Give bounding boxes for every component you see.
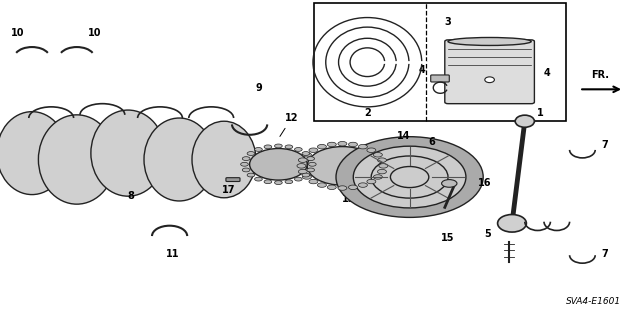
Circle shape xyxy=(243,168,250,172)
Circle shape xyxy=(255,147,262,151)
Circle shape xyxy=(243,157,250,160)
Ellipse shape xyxy=(336,137,483,218)
Text: 16: 16 xyxy=(477,178,492,189)
Text: 10: 10 xyxy=(88,28,102,39)
Text: 4: 4 xyxy=(544,68,550,78)
Circle shape xyxy=(285,180,292,184)
Ellipse shape xyxy=(250,149,307,180)
Circle shape xyxy=(317,183,326,187)
Circle shape xyxy=(309,148,318,152)
Text: 9: 9 xyxy=(256,83,262,93)
Circle shape xyxy=(373,175,382,179)
Text: 11: 11 xyxy=(166,249,180,259)
Circle shape xyxy=(307,157,314,160)
Circle shape xyxy=(298,169,307,174)
Circle shape xyxy=(358,183,367,187)
Circle shape xyxy=(373,152,382,157)
Circle shape xyxy=(264,145,272,149)
Circle shape xyxy=(255,177,262,181)
Circle shape xyxy=(241,162,248,166)
Text: 12: 12 xyxy=(280,113,298,137)
Ellipse shape xyxy=(144,118,214,201)
Circle shape xyxy=(294,177,302,181)
Circle shape xyxy=(349,185,358,189)
Text: 13: 13 xyxy=(342,194,356,204)
Ellipse shape xyxy=(38,115,115,204)
Circle shape xyxy=(349,142,358,147)
Circle shape xyxy=(275,181,282,184)
Text: 5: 5 xyxy=(484,229,491,240)
Circle shape xyxy=(308,162,316,166)
Circle shape xyxy=(358,145,367,149)
Circle shape xyxy=(275,144,282,148)
Ellipse shape xyxy=(371,156,448,198)
Circle shape xyxy=(317,145,326,149)
Ellipse shape xyxy=(192,121,256,198)
Text: 7: 7 xyxy=(602,249,608,259)
Text: 14: 14 xyxy=(396,130,410,141)
Text: 7: 7 xyxy=(602,140,608,150)
Circle shape xyxy=(338,186,347,190)
Circle shape xyxy=(327,185,336,189)
Ellipse shape xyxy=(390,167,429,188)
Text: 1: 1 xyxy=(538,108,544,118)
Ellipse shape xyxy=(307,147,378,185)
Circle shape xyxy=(378,169,387,174)
Text: 8: 8 xyxy=(128,191,134,201)
Circle shape xyxy=(297,164,306,168)
Text: 4: 4 xyxy=(419,65,426,75)
Circle shape xyxy=(298,158,307,162)
Text: 6: 6 xyxy=(429,137,435,147)
Circle shape xyxy=(302,173,310,177)
Circle shape xyxy=(294,147,302,151)
Ellipse shape xyxy=(0,112,67,195)
Ellipse shape xyxy=(353,146,466,208)
Circle shape xyxy=(442,180,457,187)
FancyBboxPatch shape xyxy=(431,75,449,82)
Text: FR.: FR. xyxy=(591,70,609,80)
Text: SVA4-E1601: SVA4-E1601 xyxy=(566,297,621,306)
Circle shape xyxy=(367,148,376,152)
Circle shape xyxy=(247,152,255,155)
Circle shape xyxy=(247,173,255,177)
FancyBboxPatch shape xyxy=(226,178,240,182)
Circle shape xyxy=(264,180,272,184)
Circle shape xyxy=(303,152,312,157)
Ellipse shape xyxy=(448,38,531,46)
Circle shape xyxy=(378,158,387,162)
Circle shape xyxy=(309,179,318,184)
Circle shape xyxy=(327,142,336,147)
Ellipse shape xyxy=(498,215,526,232)
Text: 3: 3 xyxy=(445,17,451,27)
Text: 2: 2 xyxy=(364,108,371,118)
Circle shape xyxy=(307,168,314,172)
Ellipse shape xyxy=(485,77,495,83)
Circle shape xyxy=(338,142,347,146)
Circle shape xyxy=(367,179,376,184)
Circle shape xyxy=(303,175,312,179)
Ellipse shape xyxy=(515,115,534,127)
Text: 15: 15 xyxy=(441,233,455,243)
Text: 17: 17 xyxy=(222,185,236,195)
Text: 10: 10 xyxy=(11,28,25,39)
Ellipse shape xyxy=(91,110,165,196)
Circle shape xyxy=(302,152,310,155)
FancyBboxPatch shape xyxy=(314,3,566,121)
Circle shape xyxy=(379,164,388,168)
FancyBboxPatch shape xyxy=(445,40,534,104)
Circle shape xyxy=(285,145,292,149)
